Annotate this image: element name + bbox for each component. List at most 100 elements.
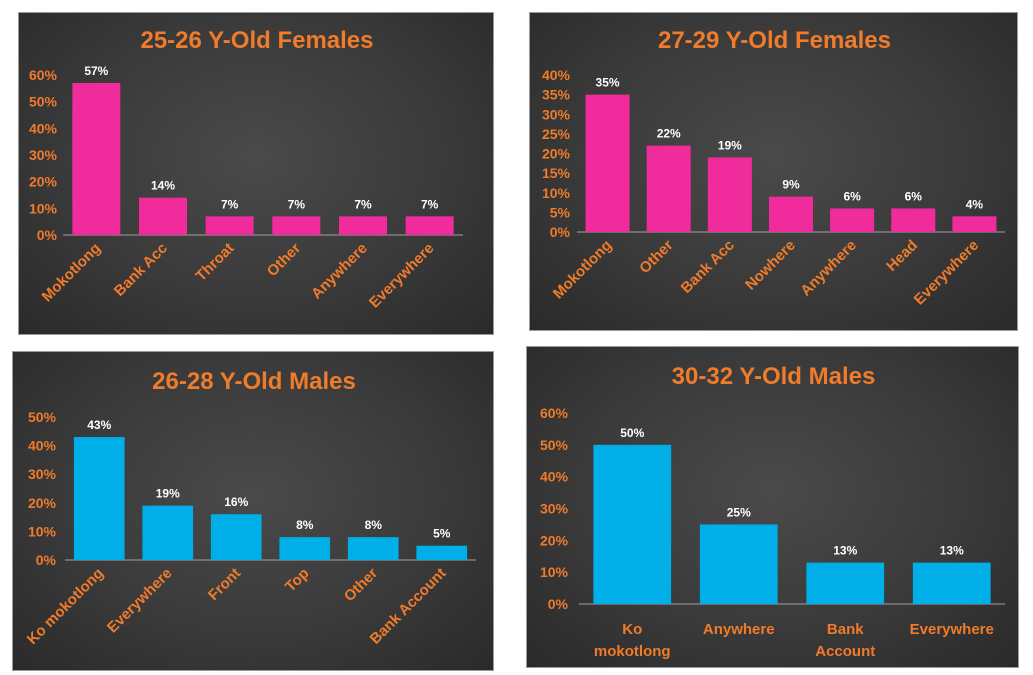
category-label: Everywhere xyxy=(911,237,983,309)
bar xyxy=(205,216,254,235)
chart-title: 27-29 Y-Old Females xyxy=(658,27,891,54)
bar xyxy=(347,537,399,560)
category-label: Head xyxy=(883,237,921,275)
y-tick-label: 0% xyxy=(548,596,569,612)
bar xyxy=(768,196,814,232)
category-label-line: Anywhere xyxy=(703,621,775,638)
y-tick-label: 25% xyxy=(542,126,571,142)
data-label: 7% xyxy=(421,197,439,211)
data-label: 13% xyxy=(940,544,964,558)
data-label: 7% xyxy=(354,197,372,211)
bar xyxy=(339,216,387,235)
y-tick-label: 60% xyxy=(29,67,58,83)
y-tick-label: 20% xyxy=(542,146,571,162)
chart-svg: 26-28 Y-Old Males 0% 10% 20% 30% 40% 50% 43% Ko … xyxy=(24,368,476,648)
y-tick-label: 10% xyxy=(28,523,57,539)
category-label: Bank Account xyxy=(815,621,875,660)
category-label: Anywhere xyxy=(703,621,775,638)
y-tick-label: 35% xyxy=(542,87,571,103)
category-label-line: Account xyxy=(815,643,875,660)
category-label: Bank Acc xyxy=(111,240,171,300)
data-label: 19% xyxy=(718,138,742,152)
y-tick-label: 0% xyxy=(550,224,571,240)
bar xyxy=(912,562,991,604)
y-tick-label: 40% xyxy=(29,120,58,136)
data-label: 9% xyxy=(782,178,800,192)
data-label: 6% xyxy=(905,189,923,203)
y-tick-label: 0% xyxy=(36,552,57,568)
y-tick-label: 50% xyxy=(29,94,58,110)
category-label: Anywhere xyxy=(308,240,371,303)
bar xyxy=(952,216,997,232)
data-label: 16% xyxy=(224,495,248,509)
chart-panel-females-25-26: 25-26 Y-Old Females 0% 10% 20% 30% 40% 50% 60% 5… xyxy=(18,12,494,335)
data-label: 8% xyxy=(365,518,383,532)
y-tick-label: 20% xyxy=(29,174,58,190)
chart-title: 26-28 Y-Old Males xyxy=(152,368,356,395)
y-tick-label: 40% xyxy=(540,469,569,485)
y-tick-label: 10% xyxy=(540,564,569,580)
bar xyxy=(279,537,331,560)
data-label: 5% xyxy=(433,527,451,541)
category-label: Anywhere xyxy=(797,237,860,300)
chart-svg: 25-26 Y-Old Females 0% 10% 20% 30% 40% 50% 60% 5… xyxy=(29,27,463,312)
bar xyxy=(891,208,936,232)
chart-svg: 27-29 Y-Old Females 0% 5% 10% 15% 20% 25% 30% 35… xyxy=(542,27,1005,309)
data-label: 35% xyxy=(596,76,620,90)
chart-panel-males-30-32: 30-32 Y-Old Males 0% 10% 20% 30% 40% 50% 60% 50%… xyxy=(526,346,1019,668)
y-tick-label: 15% xyxy=(542,165,571,181)
bar xyxy=(585,94,630,232)
category-label: Everywhere xyxy=(366,240,438,312)
data-label: 7% xyxy=(288,197,306,211)
y-tick-label: 20% xyxy=(28,495,57,511)
bar xyxy=(593,444,672,604)
data-label: 25% xyxy=(727,505,751,519)
category-label: Bank Acc xyxy=(678,237,738,297)
bar xyxy=(405,216,454,235)
bar xyxy=(646,145,691,232)
data-label: 19% xyxy=(156,487,180,501)
category-label-line: Everywhere xyxy=(910,621,994,638)
y-tick-label: 30% xyxy=(29,147,58,163)
category-label: Ko mokotlong xyxy=(24,565,107,648)
y-tick-label: 40% xyxy=(28,438,57,454)
y-tick-label: 50% xyxy=(28,409,57,425)
bar xyxy=(272,216,321,235)
y-tick-label: 0% xyxy=(37,227,58,243)
y-tick-label: 10% xyxy=(542,185,571,201)
category-label: Other xyxy=(636,237,676,277)
data-label: 13% xyxy=(833,544,857,558)
data-label: 57% xyxy=(84,64,108,78)
category-label-line: Ko xyxy=(622,621,642,638)
category-label: Front xyxy=(205,565,244,604)
data-label: 4% xyxy=(966,197,984,211)
y-tick-label: 30% xyxy=(542,106,571,122)
category-label: Everywhere xyxy=(910,621,994,638)
bar xyxy=(73,437,125,560)
category-label: Nowhere xyxy=(742,237,799,294)
y-tick-label: 40% xyxy=(542,67,571,83)
category-label: Throat xyxy=(192,240,237,285)
category-label-line: Bank xyxy=(827,621,864,638)
y-tick-label: 50% xyxy=(540,437,569,453)
y-tick-label: 10% xyxy=(29,200,58,216)
bar xyxy=(806,562,885,604)
bar xyxy=(707,157,752,232)
bar xyxy=(699,524,778,604)
category-label: Ko mokotlong xyxy=(594,621,671,660)
y-tick-label: 5% xyxy=(550,204,571,220)
y-tick-label: 20% xyxy=(540,532,569,548)
data-label: 43% xyxy=(87,418,111,432)
chart-svg: 30-32 Y-Old Males 0% 10% 20% 30% 40% 50% 60% 50%… xyxy=(540,363,1005,660)
bar xyxy=(416,545,468,560)
bar xyxy=(139,197,187,235)
category-label: Mokotlong xyxy=(39,240,105,306)
data-label: 50% xyxy=(620,426,644,440)
category-label: Other xyxy=(264,240,304,280)
chart-panel-males-26-28: 26-28 Y-Old Males 0% 10% 20% 30% 40% 50% 43% Ko … xyxy=(12,351,494,671)
category-label: Mokotlong xyxy=(550,237,616,303)
bar xyxy=(210,514,262,560)
chart-title: 30-32 Y-Old Males xyxy=(672,363,876,390)
category-label: Top xyxy=(282,565,313,596)
y-tick-label: 60% xyxy=(540,405,569,421)
